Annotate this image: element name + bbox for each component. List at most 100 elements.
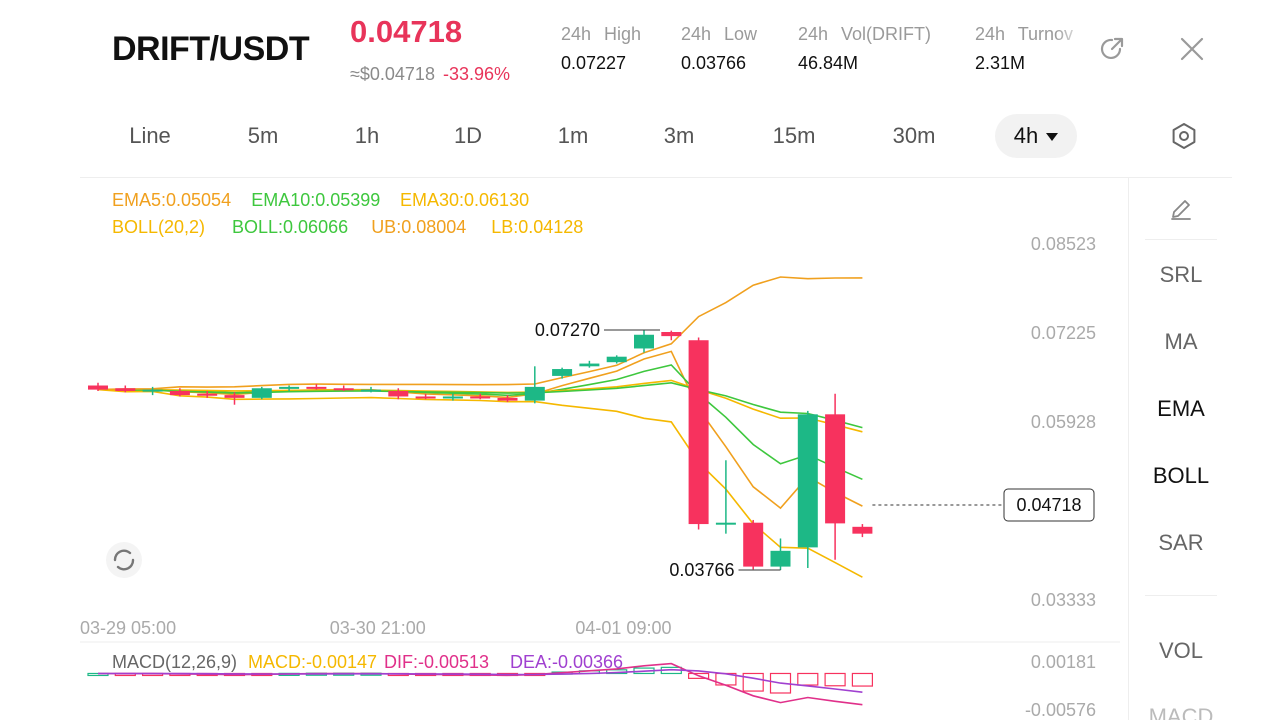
candle-body [470, 396, 491, 399]
chevron-down-icon [1046, 133, 1059, 142]
candle-body [415, 396, 436, 399]
candle-body [497, 397, 518, 401]
sidebar-item-sar[interactable]: SAR [1158, 530, 1204, 555]
stat-label: 24h High [561, 24, 642, 44]
price-change: -33.96% [442, 64, 511, 84]
sidebar-item-macd[interactable]: MACD [1148, 704, 1214, 720]
candle-body [361, 389, 381, 392]
boll-mid-line [97, 381, 863, 429]
ema10-line [97, 364, 863, 481]
boll-lower-line [97, 388, 863, 578]
right-margin [1232, 178, 1280, 720]
candle-body [552, 369, 573, 376]
tab-4h[interactable]: 4h [995, 114, 1077, 158]
candle-body [442, 396, 463, 399]
usd-price: ≈$0.04718 [350, 64, 435, 84]
candle-body [606, 356, 627, 363]
stat-24h-high: 24h High 0.07227 [561, 24, 641, 74]
stat-value: 2.31M [975, 53, 1026, 73]
macd-bar [797, 672, 819, 686]
tab-1h[interactable]: 1h [354, 123, 380, 148]
low-marker-label: 0.03766 [669, 560, 734, 580]
stat-24h-vol: 24h Vol(DRIFT) 46.84M [798, 24, 931, 74]
rotate-button[interactable] [106, 542, 142, 578]
price-tick-label: 0.07225 [1031, 323, 1096, 343]
macd-bar [824, 672, 846, 687]
candle-body [524, 386, 545, 401]
indicator-legend-ema: EMA5:0.05054 EMA10:0.05399 EMA30:0.06130 [112, 190, 529, 210]
pair-title: DRIFT/USDT [112, 30, 310, 68]
tab-5m[interactable]: 5m [247, 123, 279, 148]
macd-dea-line [98, 668, 863, 693]
tabs-divider [80, 177, 1232, 178]
time-tick-label: 04-01 09:00 [575, 618, 671, 638]
macd-bar [687, 672, 710, 679]
left-margin [0, 0, 80, 720]
boll-upper-line [97, 276, 863, 391]
time-axis: 03-29 05:00 03-30 21:00 04-01 09:00 [80, 618, 671, 638]
rotate-icon [113, 549, 135, 571]
sidebar-item-boll[interactable]: BOLL [1152, 463, 1210, 488]
ema5-line [97, 350, 863, 510]
price-tick-label: 0.05928 [1031, 412, 1096, 432]
last-price-tag [1003, 488, 1095, 522]
candle-body [579, 363, 600, 367]
indicator-sidebar: SRL MA EMA BOLL SAR VOL MACD [1128, 178, 1232, 720]
candle-body [770, 550, 791, 567]
stat-label: 24h Low [681, 24, 758, 44]
candle-body [142, 389, 163, 392]
tab-30m[interactable]: 30m [892, 123, 936, 148]
stat-label: 24h Vol(DRIFT) [798, 24, 932, 44]
stat-value: 0.07227 [561, 53, 627, 73]
tab-1m[interactable]: 1m [557, 123, 589, 148]
candle-body [115, 388, 136, 391]
time-tick-label: 03-29 05:00 [80, 618, 176, 638]
candle-body [388, 390, 409, 397]
time-tick-label: 03-30 21:00 [330, 618, 426, 638]
sidebar-item-vol[interactable]: VOL [1158, 638, 1204, 663]
price-chart[interactable]: EMA5:0.05054 EMA10:0.05399 EMA30:0.06130 B… [80, 178, 1128, 720]
stat-fade [1055, 18, 1095, 88]
macd-bar [851, 672, 874, 687]
last-price: 0.04718 [350, 14, 463, 49]
macd-legend-item: MACD:-0.00147 [248, 652, 377, 672]
settings-icon[interactable] [1170, 122, 1198, 150]
ticker-header: DRIFT/USDT 0.04718 ≈$0.04718 -33.96% 24h … [80, 0, 1280, 100]
price-tick-label: 0.08523 [1031, 234, 1096, 254]
stat-value: 0.03766 [681, 53, 747, 73]
tab-line[interactable]: Line [129, 123, 171, 148]
indicator-value: EMA5:0.05054 [112, 190, 231, 210]
close-icon[interactable] [1177, 34, 1207, 64]
candle-body [634, 334, 654, 349]
stat-24h-low: 24h Low 0.03766 [681, 24, 757, 74]
candle-body [661, 332, 682, 337]
macd-bar [769, 672, 792, 694]
ema30-line [97, 379, 863, 433]
indicator-value: EMA30:0.06130 [400, 190, 529, 210]
usd-price-row: ≈$0.04718 -33.96% [350, 64, 510, 85]
indicator-value: EMA10:0.05399 [251, 190, 380, 210]
candle-body [279, 386, 300, 389]
candle-body [88, 385, 108, 390]
indicator-value: BOLL:0.06066 [232, 217, 348, 237]
macd-legend-item: DIF:-0.00513 [384, 652, 489, 672]
candle-body [169, 390, 190, 396]
sidebar-item-ema[interactable]: EMA [1157, 396, 1205, 421]
candle-body [743, 522, 764, 567]
tab-1d[interactable]: 1D [453, 123, 483, 148]
interval-tabs: Line 5m 1h 1D 1m 3m 15m 30m 4h [80, 110, 1280, 166]
share-icon[interactable] [1097, 34, 1127, 64]
indicator-value: BOLL(20,2) [112, 217, 205, 237]
sidebar-item-ma[interactable]: MA [1164, 329, 1198, 354]
tab-4h-label: 4h [1013, 123, 1039, 148]
price-axis: 0.08523 0.07225 0.05928 0.03333 [1031, 234, 1096, 610]
indicator-value: LB:0.04128 [491, 217, 583, 237]
sidebar-item-srl[interactable]: SRL [1159, 262, 1203, 287]
pencil-icon[interactable] [1168, 196, 1194, 222]
tab-15m[interactable]: 15m [772, 123, 816, 148]
stat-24h-turnover: 24h Turnov 2.31M [975, 24, 1095, 74]
price-annotations: 0.07270 0.03766 0.04718 [535, 320, 1095, 580]
candle-body [797, 414, 818, 548]
tab-3m[interactable]: 3m [663, 123, 695, 148]
last-price-tag-label: 0.04718 [1016, 495, 1081, 515]
